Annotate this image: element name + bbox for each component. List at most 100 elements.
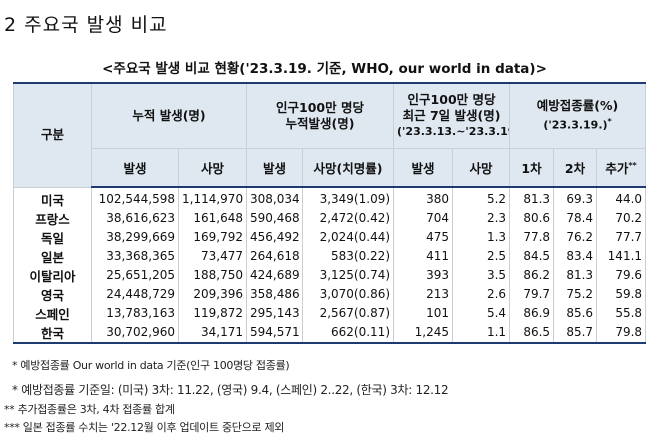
rc-deaths-cell: 3.5 [452,265,511,285]
rc-cases-header: 발생 [393,148,454,188]
dose1-cell: 86.9 [509,303,555,323]
pm-deaths-cell: 662(0.11) [301,322,395,344]
rc-deaths-header: 사망 [452,148,511,188]
table-row: 영국 24,448,729 209,396 358,486 3,070(0.86… [13,284,647,304]
rc-deaths-cell: 1.3 [452,227,511,247]
dose2-cell: 69.3 [553,187,598,209]
per-million-header: 인구100만 명당 누적발생(명) [245,82,395,149]
table-row: 일본 33,368,365 73,477 264,618 583(0.22) 4… [13,246,647,266]
dose2-cell: 75.2 [553,284,598,304]
booster-label: 추가 [605,161,629,176]
dose2-cell: 85.7 [553,322,598,344]
rc-deaths-cell: 5.2 [452,187,511,209]
per-million-header-line1: 인구100만 명당 [276,100,364,115]
pm-deaths-cell: 3,125(0.74) [301,265,395,285]
dose2-cell: 76.2 [553,227,598,247]
table-body: 미국 102,544,598 1,114,970 308,034 3,349(1… [13,187,647,344]
cumulative-header: 누적 발생(명) [91,82,247,149]
table-row: 프랑스 38,616,623 161,648 590,468 2,472(0.4… [13,208,647,228]
recent-header-line1: 인구100만 명당 [407,92,496,107]
footnote-vaccination-source: * 예방접종률 Our world in data 기준(인구 100명당 접종… [12,359,290,372]
cum-deaths-cell: 209,396 [178,284,247,304]
country-cell: 이탈리아 [13,265,92,285]
booster-footnote-mark: ** [628,160,637,170]
recent-week-header: 인구100만 명당 최근 7일 발생(명) ('23.3.13.~'23.3.1… [393,82,511,149]
pm-deaths-cell: 2,567(0.87) [301,303,395,323]
booster-cell: 79.6 [596,265,647,285]
table-row: 한국 30,702,960 34,171 594,571 662(0.11) 1… [13,322,647,344]
dose2-cell: 85.6 [553,303,598,323]
rc-cases-cell: 704 [393,208,454,228]
cum-cases-cell: 13,783,163 [91,303,179,323]
pm-cases-cell: 590,468 [246,208,303,228]
cum-cases-cell: 102,544,598 [91,187,179,209]
pm-deaths-cell: 3,070(0.86) [301,284,395,304]
dose1-cell: 81.3 [509,187,555,209]
rc-cases-cell: 380 [393,187,454,209]
dose1-header: 1차 [509,148,555,188]
cum-deaths-cell: 1,114,970 [178,187,247,209]
footnote-vaccination-dates: * 예방접종률 기준일: (미국) 3차: 11.22, (영국) 9.4, (… [12,383,449,397]
section-heading: 2 주요국 발생 비교 [4,14,168,36]
vaccination-header-line2: ('23.3.19.)* [513,114,642,134]
sub-header-row: 발생 사망 발생 사망(치명률) 발생 사망 1차 2차 추가** [14,148,647,188]
table-row: 이탈리아 25,651,205 188,750 424,689 3,125(0.… [13,265,647,285]
country-cell: 독일 [13,227,92,247]
country-cell: 미국 [13,187,92,209]
rc-deaths-cell: 5.4 [452,303,511,323]
pm-cases-header: 발생 [246,148,303,188]
pm-cases-cell: 594,571 [246,322,303,344]
rc-cases-cell: 475 [393,227,454,247]
table-row: 미국 102,544,598 1,114,970 308,034 3,349(1… [13,187,647,209]
cum-deaths-cell: 119,872 [178,303,247,323]
booster-cell: 141.1 [596,246,647,266]
vaccination-footnote-mark: * [607,117,612,127]
cum-deaths-cell: 34,171 [178,322,247,344]
cum-deaths-cell: 169,792 [178,227,247,247]
dose1-cell: 84.5 [509,246,555,266]
cum-cases-cell: 38,299,669 [91,227,179,247]
table-row: 독일 38,299,669 169,792 456,492 2,024(0.44… [13,227,647,247]
table-row: 스페인 13,783,163 119,872 295,143 2,567(0.8… [13,303,647,323]
cum-cases-cell: 33,368,365 [91,246,179,266]
dose1-cell: 79.7 [509,284,555,304]
cum-cases-cell: 25,651,205 [91,265,179,285]
rc-cases-cell: 393 [393,265,454,285]
cum-deaths-cell: 188,750 [178,265,247,285]
vaccination-header: 예방접종률(%) ('23.3.19.)* [509,82,647,149]
division-header: 구분 [13,82,92,188]
booster-cell: 79.8 [596,322,647,344]
booster-cell: 59.8 [596,284,647,304]
dose2-header: 2차 [553,148,598,188]
rc-deaths-cell: 1.1 [452,322,511,344]
per-million-header-line2: 누적발생(명) [285,116,355,131]
pm-cases-cell: 295,143 [246,303,303,323]
dose2-cell: 81.3 [553,265,598,285]
footnotes: * 예방접종률 Our world in data 기준(인구 100명당 접종… [4,357,449,437]
country-cell: 영국 [13,284,92,304]
group-header-row: 구분 누적 발생(명) 인구100만 명당 누적발생(명) 인구100만 명당 … [13,82,647,188]
booster-cell: 44.0 [596,187,647,209]
rc-cases-cell: 101 [393,303,454,323]
pm-deaths-cell: 2,472(0.42) [301,208,395,228]
rc-deaths-cell: 2.3 [452,208,511,228]
rc-deaths-cell: 2.6 [452,284,511,304]
dose1-cell: 77.8 [509,227,555,247]
cum-deaths-cell: 161,648 [178,208,247,228]
booster-header: 추가** [596,148,647,188]
booster-cell: 55.8 [596,303,647,323]
pm-deaths-cell: 2,024(0.44) [301,227,395,247]
rc-cases-cell: 1,245 [393,322,454,344]
covid-comparison-table: 구분 누적 발생(명) 인구100만 명당 누적발생(명) 인구100만 명당 … [13,82,647,344]
booster-cell: 77.7 [596,227,647,247]
dose1-cell: 86.2 [509,265,555,285]
footnote-japan: *** 일본 접종률 수치는 '22.12월 이후 업데이트 중단으로 제외 [4,421,285,434]
pm-deaths-cell: 583(0.22) [301,246,395,266]
dose2-cell: 83.4 [553,246,598,266]
dose1-cell: 80.6 [509,208,555,228]
cum-cases-cell: 38,616,623 [91,208,179,228]
pm-cases-cell: 424,689 [246,265,303,285]
pm-deaths-cell: 3,349(1.09) [301,187,395,209]
country-cell: 스페인 [13,303,92,323]
